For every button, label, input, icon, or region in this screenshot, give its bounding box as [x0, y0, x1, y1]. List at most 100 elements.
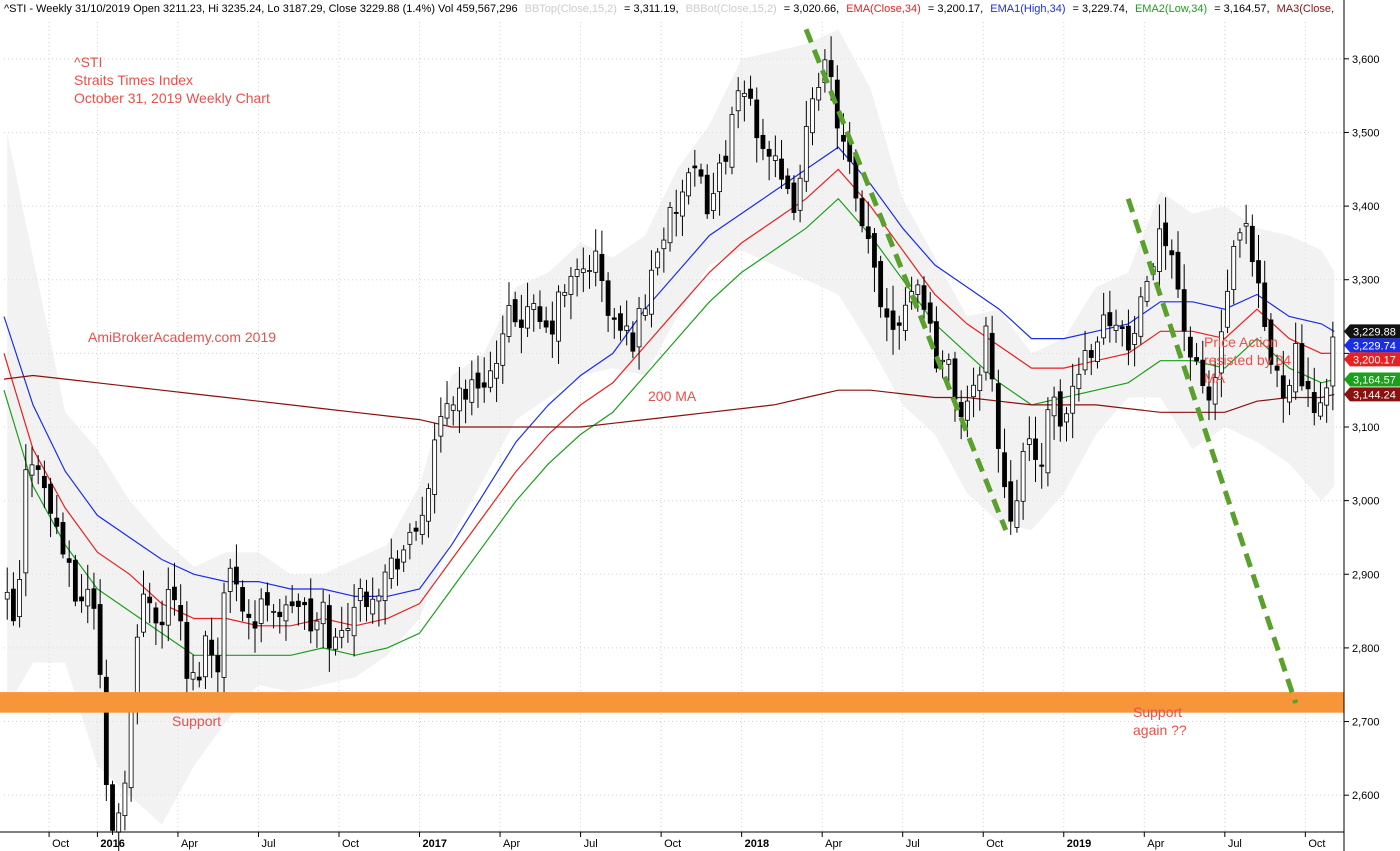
candle — [141, 570, 146, 638]
candle-body — [203, 635, 208, 678]
candle — [283, 595, 289, 641]
price-tag-label: 3,164.57 — [1353, 374, 1396, 386]
candle-body — [1256, 260, 1261, 284]
x-tick-label: Jul — [261, 838, 275, 850]
candle — [240, 580, 246, 622]
candle — [481, 357, 487, 403]
candle-body — [803, 126, 809, 182]
candle-body — [1293, 343, 1299, 393]
candle — [203, 630, 208, 689]
candle — [1057, 379, 1063, 442]
candle-body — [444, 403, 450, 419]
candle-body — [723, 155, 729, 162]
candle — [128, 699, 134, 802]
candle — [1181, 264, 1187, 352]
candle-body — [1113, 324, 1119, 331]
candle — [872, 228, 877, 292]
candle — [1163, 197, 1168, 270]
y-tick-label: 3,400 — [1352, 201, 1380, 213]
x-tick-label: 2016 — [100, 838, 124, 850]
candle — [1020, 442, 1026, 520]
candle — [1200, 340, 1206, 394]
candle — [215, 637, 221, 696]
candle — [426, 483, 431, 538]
y-tick-label: 2,900 — [1352, 569, 1380, 581]
price-tag: 3,164.57 — [1344, 372, 1400, 387]
candle-body — [995, 383, 1001, 449]
candle — [1002, 428, 1007, 499]
annotation-support: Support — [172, 713, 221, 729]
candle-body — [512, 299, 518, 323]
y-tick-label: 3,000 — [1352, 496, 1380, 508]
x-tick-label: Apr — [503, 838, 520, 850]
candle-body — [587, 270, 592, 272]
candle-body — [357, 587, 363, 602]
candle — [636, 296, 642, 370]
price-tag-label: 3,229.74 — [1353, 340, 1396, 352]
candle — [1187, 326, 1193, 381]
candle — [1045, 397, 1051, 487]
candle — [624, 300, 630, 346]
price-tag-box — [1344, 324, 1400, 339]
candle — [23, 444, 29, 597]
candle-body — [1187, 336, 1193, 358]
candle — [995, 369, 1001, 473]
candle — [710, 172, 716, 220]
candle — [11, 572, 16, 626]
price-tag-label: 3,229.88 — [1353, 326, 1396, 338]
candle — [79, 573, 84, 613]
candle-body — [531, 303, 537, 310]
annotation-price-action-2: resisted by 34 — [1204, 352, 1291, 368]
candle-body — [308, 598, 314, 632]
candle — [314, 612, 320, 648]
annotation-support-again-1: Support — [1133, 704, 1182, 720]
candle — [345, 602, 351, 643]
candle-body — [190, 672, 196, 680]
candle — [1076, 357, 1082, 402]
candle-body — [1057, 391, 1063, 427]
candle-body — [252, 621, 258, 629]
candle-body — [91, 588, 97, 609]
candle — [165, 567, 171, 642]
price-tag-label: 3,144.24 — [1353, 389, 1396, 401]
candle — [704, 164, 710, 219]
overlays — [0, 28, 1344, 713]
candle-body — [680, 191, 685, 217]
candle — [1119, 320, 1125, 347]
price-tag-box — [1344, 352, 1400, 367]
candle-body — [1076, 373, 1082, 390]
x-tick-label: 2017 — [423, 838, 447, 850]
candle-body — [1119, 326, 1125, 330]
candle-body — [184, 622, 190, 679]
candle — [4, 567, 10, 620]
candle-body — [419, 514, 425, 535]
candle-body — [401, 549, 407, 563]
candle — [41, 460, 47, 509]
candle-body — [1206, 386, 1212, 401]
candle-body — [227, 567, 233, 592]
candle — [1305, 357, 1311, 408]
candle-body — [1243, 223, 1249, 227]
candle-body — [345, 628, 351, 631]
candle — [60, 512, 66, 559]
candle-body — [271, 610, 276, 613]
candle — [692, 149, 698, 187]
candle-body — [1107, 312, 1113, 327]
candle — [1033, 416, 1038, 483]
candle-body — [1026, 438, 1032, 445]
candle-body — [48, 483, 53, 514]
candle — [1280, 350, 1286, 423]
candle — [748, 75, 753, 106]
candle-body — [388, 557, 394, 579]
candle — [364, 579, 369, 622]
candle-body — [655, 251, 661, 269]
candle-body — [66, 558, 72, 563]
candle-body — [475, 372, 481, 389]
candle-body — [1082, 350, 1088, 371]
candle — [1218, 309, 1224, 398]
candle — [110, 780, 115, 835]
candle-body — [283, 604, 289, 622]
candle — [785, 168, 791, 195]
candle — [810, 87, 815, 146]
candle-body — [903, 304, 908, 331]
